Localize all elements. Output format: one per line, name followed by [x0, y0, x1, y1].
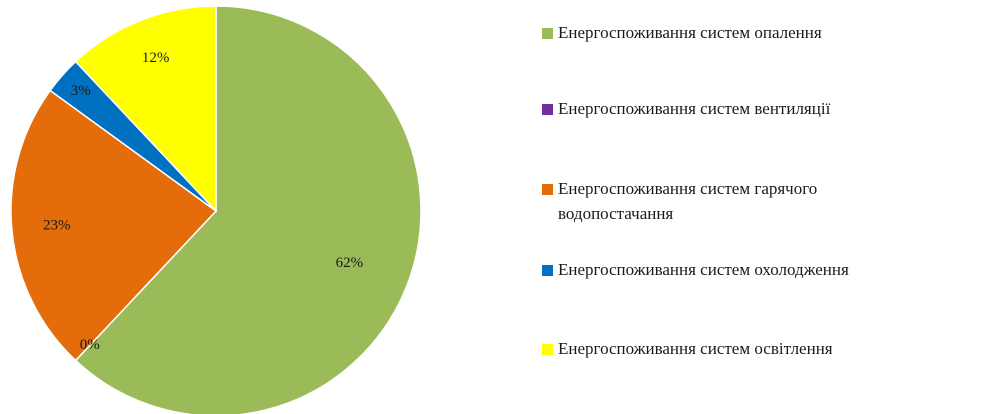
- pie-data-labels: 62% 0% 23% 3% 12%: [43, 50, 363, 353]
- pie-slices: [10, 5, 422, 414]
- legend-item-2: Енергоспоживання систем вентиляції: [542, 99, 831, 118]
- data-label-slice-1: 62%: [336, 255, 364, 271]
- legend-marker-5: [542, 344, 553, 355]
- legend-label-2: Енергоспоживання систем вентиляції: [558, 99, 831, 118]
- legend-item-1: Енергоспоживання систем опалення: [542, 23, 822, 42]
- data-label-slice-2: 0%: [80, 337, 100, 353]
- legend-item-5: Енергоспоживання систем освітлення: [542, 339, 833, 358]
- data-label-slice-4: 3%: [71, 83, 91, 99]
- legend-label-4: Енергоспоживання систем охолодження: [558, 260, 849, 279]
- data-label-slice-3: 23%: [43, 217, 71, 233]
- legend-marker-1: [542, 28, 553, 39]
- pie-slice-1: [74, 5, 422, 414]
- data-label-slice-5: 12%: [142, 50, 170, 66]
- legend-label-3-line-1: Енергоспоживання систем гарячого: [558, 179, 817, 198]
- legend-marker-3: [542, 184, 553, 195]
- legend-label-5: Енергоспоживання систем освітлення: [558, 339, 833, 358]
- legend-item-3: Енергоспоживання систем гарячого водопост…: [542, 179, 817, 223]
- legend-marker-2: [542, 104, 553, 115]
- legend-item-4: Енергоспоживання систем охолодження: [542, 260, 849, 279]
- legend-label-3-line-2: водопостачання: [558, 204, 673, 223]
- legend: Енергоспоживання систем опалення Енергосп…: [542, 23, 849, 358]
- pie-slice-3: [10, 89, 218, 362]
- legend-marker-4: [542, 265, 553, 276]
- legend-label-1: Енергоспоживання систем опалення: [558, 23, 822, 42]
- pie-slice-5: [74, 5, 217, 213]
